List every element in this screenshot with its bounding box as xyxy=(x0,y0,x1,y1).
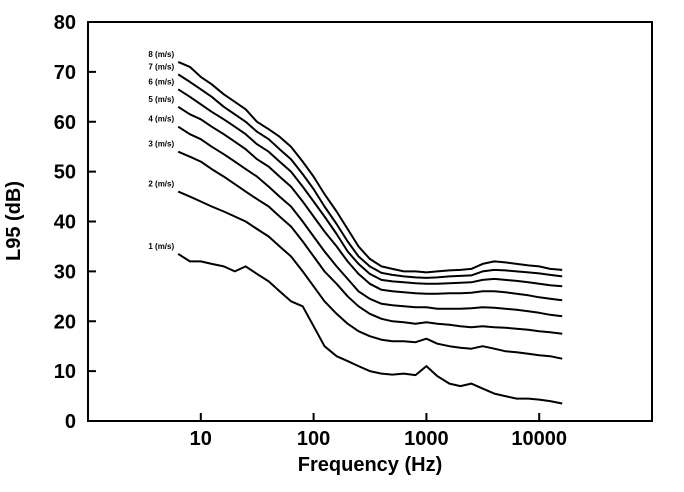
y-tick-label: 10 xyxy=(54,361,76,383)
series-label: 7 (m/s) xyxy=(148,62,174,71)
series-line-6 xyxy=(177,150,563,335)
series-label: 3 (m/s) xyxy=(148,140,174,149)
x-axis-title: Frequency (Hz) xyxy=(298,454,442,476)
series-label: 5 (m/s) xyxy=(148,95,174,104)
x-axis-ticks: 10 100 1000 10000 xyxy=(190,413,567,450)
y-axis-title: L95 (dB) xyxy=(3,181,25,261)
series-line-8 xyxy=(177,253,563,405)
series-line-5 xyxy=(177,125,563,318)
series-line-3 xyxy=(177,88,563,288)
series-line-1 xyxy=(177,60,563,274)
y-tick-label: 40 xyxy=(54,212,76,234)
x-tick-label: 10000 xyxy=(511,428,567,450)
series-line-7 xyxy=(177,190,563,360)
y-axis-ticks: 0 10 20 30 40 50 60 70 80 xyxy=(54,12,96,433)
y-tick-label: 50 xyxy=(54,162,76,184)
y-tick-label: 70 xyxy=(54,62,76,84)
series-line-2 xyxy=(177,73,563,279)
x-tick-label: 10 xyxy=(190,428,212,450)
series-label: 2 (m/s) xyxy=(148,180,174,189)
y-tick-label: 80 xyxy=(54,12,76,34)
series-line-4 xyxy=(177,105,563,302)
series-labels: 8 (m/s) 7 (m/s) 6 (m/s) 5 (m/s) 4 (m/s) 3 (m/… xyxy=(148,50,174,251)
x-tick-label: 100 xyxy=(297,428,330,450)
x-tick-label: 1000 xyxy=(404,428,449,450)
series-label: 8 (m/s) xyxy=(148,50,174,59)
series-label: 6 (m/s) xyxy=(148,77,174,86)
series-label: 4 (m/s) xyxy=(148,115,174,124)
y-tick-label: 0 xyxy=(65,411,76,433)
series-label: 1 (m/s) xyxy=(148,242,174,251)
series-lines xyxy=(177,60,563,405)
y-tick-label: 30 xyxy=(54,261,76,283)
y-tick-label: 60 xyxy=(54,112,76,134)
y-tick-label: 20 xyxy=(54,311,76,333)
